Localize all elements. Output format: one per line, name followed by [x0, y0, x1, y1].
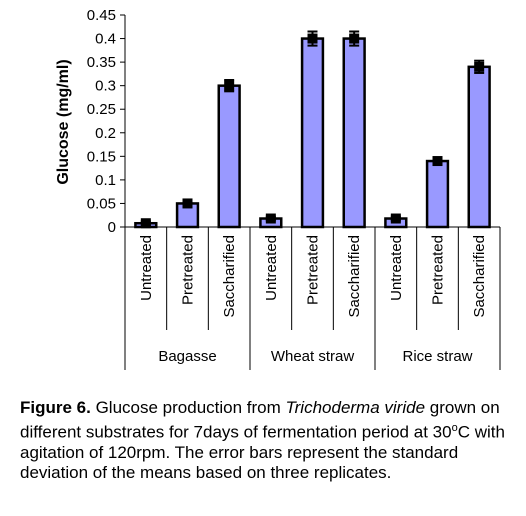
data-point-marker — [182, 198, 193, 209]
caption-text-intro: Glucose production from — [90, 398, 286, 417]
group-label: Wheat straw — [271, 348, 355, 365]
group-label: Rice straw — [402, 348, 472, 365]
y-tick-label: 0.05 — [87, 195, 116, 212]
category-label: Pretreated — [180, 235, 197, 305]
y-tick-label: 0.45 — [87, 7, 116, 24]
bars — [134, 30, 491, 229]
data-point-marker — [265, 213, 276, 224]
data-point-marker — [224, 80, 235, 91]
category-label: Pretreated — [430, 235, 447, 305]
y-tick-label: 0.15 — [87, 148, 116, 165]
category-label: Untreated — [138, 235, 155, 301]
y-tick-label: 0.4 — [95, 31, 116, 48]
category-label: Saccharified — [221, 235, 238, 318]
category-label: Saccharified — [471, 235, 488, 318]
y-tick-label: 0.35 — [87, 54, 116, 71]
data-point-marker — [349, 33, 360, 44]
y-tick-label: 0.25 — [87, 101, 116, 118]
caption-organism: Trichoderma viride — [285, 398, 426, 417]
y-tick-label: 0.2 — [95, 125, 116, 142]
bar — [425, 159, 450, 229]
figure-caption: Figure 6. Glucose production from Tricho… — [20, 398, 516, 483]
data-point-marker — [474, 61, 485, 72]
y-axis-label: Glucose (mg/ml) — [55, 59, 72, 184]
bar — [217, 84, 241, 229]
caption-text-1: grown on different substrates for 7days … — [20, 398, 500, 442]
bar-chart: 0 0.05 0.1 0.15 0.2 0.25 0.3 0.35 0.4 0.45 Untrea… — [55, 7, 501, 370]
y-axis: 0 0.05 0.1 0.15 0.2 0.25 0.3 0.35 0.4 0.45 — [87, 7, 126, 236]
x-axis: Untreated Pretreated Saccharified Bagasse Un… — [124, 226, 501, 370]
category-label: Untreated — [388, 235, 405, 301]
bar — [300, 37, 325, 229]
category-label: Saccharified — [346, 235, 363, 318]
data-point-marker — [307, 33, 318, 44]
y-tick-label: 0 — [108, 219, 116, 236]
caption-degree: o — [451, 422, 458, 434]
caption-label: Figure 6. — [20, 398, 91, 417]
bar — [342, 37, 366, 229]
category-label: Pretreated — [305, 235, 322, 305]
y-tick-label: 0.1 — [95, 172, 116, 189]
bar — [467, 65, 491, 229]
group-label: Bagasse — [158, 348, 216, 365]
category-label: Untreated — [263, 235, 280, 301]
data-point-marker — [432, 156, 443, 167]
y-tick-label: 0.3 — [95, 78, 116, 95]
data-point-marker — [140, 218, 151, 229]
data-point-marker — [390, 213, 401, 224]
caption-text-2: C with agitation of 120rpm. The error ba… — [20, 422, 505, 482]
